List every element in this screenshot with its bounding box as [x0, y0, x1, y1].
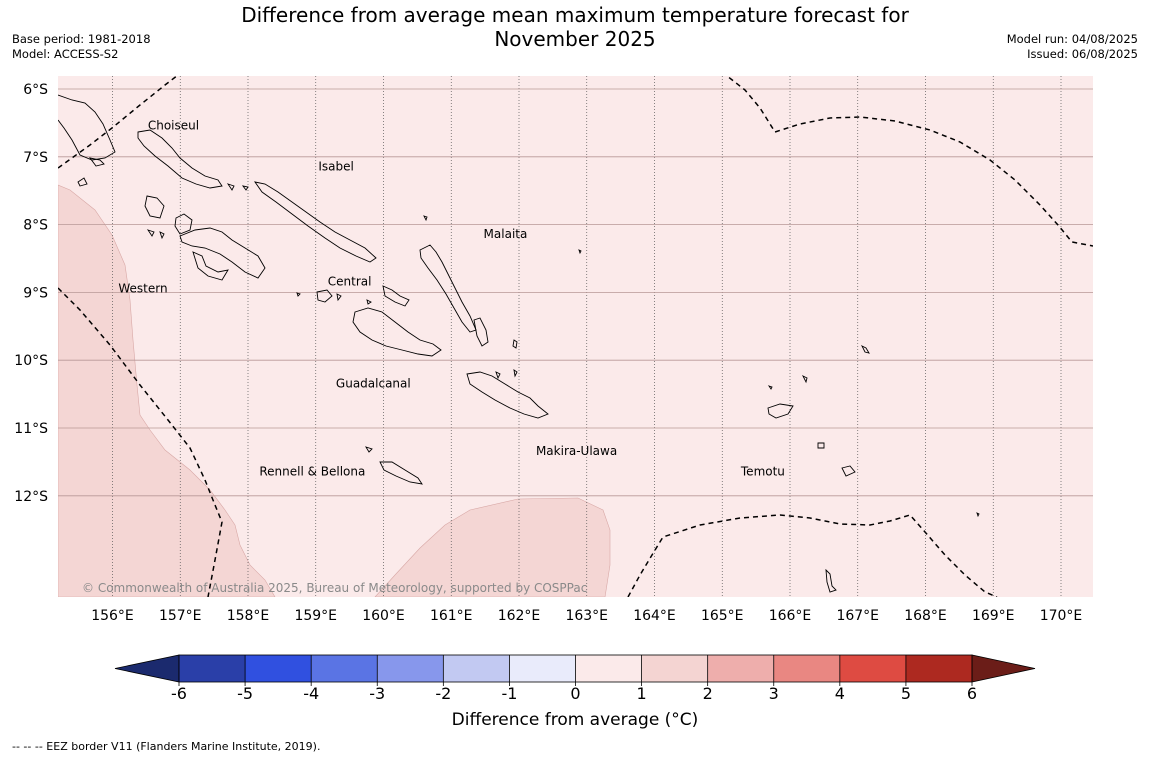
province-label: Rennell & Bellona: [259, 464, 365, 478]
lon-tick-label: 166°E: [769, 608, 812, 624]
province-labels: Choiseul Isabel Malaita Western Central Guada…: [118, 119, 785, 479]
colorbar-tick-label: -6: [171, 684, 187, 700]
lon-tick-label: 162°E: [498, 608, 541, 624]
province-label: Makira-Ulawa: [536, 444, 617, 458]
lon-tick-label: 159°E: [294, 608, 337, 624]
lon-tick-label: 164°E: [633, 608, 676, 624]
island-choiseul: [137, 129, 223, 189]
model-name: Model: ACCESS-S2: [12, 47, 119, 61]
colorbar-tick-label: 0: [570, 684, 580, 700]
forecast-map: Choiseul Isabel Malaita Western Central Guada…: [14, 76, 1093, 700]
colorbar-tick-label: 1: [636, 684, 646, 700]
lon-tick-label: 163°E: [565, 608, 608, 624]
island-santa-isabel: [253, 181, 377, 263]
island-santa-cruz: [767, 403, 794, 419]
island-florida: [316, 289, 333, 303]
colorbar-segment: [707, 655, 775, 682]
lon-tick-label: 156°E: [91, 608, 134, 624]
island-new-georgia: [144, 195, 165, 219]
province-label: Choiseul: [148, 119, 199, 133]
colorbar-extend-low: [114, 654, 180, 683]
map-title: Difference from average mean maximum tem…: [200, 3, 950, 51]
graticule: [58, 76, 1093, 597]
lon-tick-label: 170°E: [1040, 608, 1083, 624]
province-label: Temotu: [740, 464, 785, 478]
province-label: Western: [118, 281, 167, 295]
lon-tick-label: 158°E: [227, 608, 270, 624]
colorbar-tick-label: -2: [435, 684, 451, 700]
province-label: Isabel: [318, 159, 353, 173]
lon-tick-label: 160°E: [362, 608, 405, 624]
latitude-ticks: 6°S 7°S 8°S 9°S 10°S 11°S 12°S: [14, 82, 48, 505]
island-rennell: [379, 461, 423, 485]
colorbar-tick-label: -3: [369, 684, 385, 700]
title-line-1: Difference from average mean maximum tem…: [241, 3, 909, 27]
colorbar-segment: [641, 655, 709, 682]
island-bougainville: [58, 94, 116, 161]
meta-right: Model run: 04/08/2025 Issued: 06/08/2025: [1007, 32, 1138, 62]
colorbar-segment: [311, 655, 378, 682]
colorbar-segment: [905, 655, 973, 682]
lat-tick-label: 8°S: [23, 218, 48, 234]
lon-tick-label: 161°E: [430, 608, 473, 624]
province-label: Malaita: [484, 227, 528, 241]
lat-tick-label: 12°S: [14, 489, 48, 505]
lat-tick-label: 9°S: [23, 285, 48, 301]
colorbar-tick-label: -4: [303, 684, 319, 700]
meta-left: Base period: 1981-2018 Model: ACCESS-S2: [12, 32, 151, 62]
island-makira: [466, 371, 549, 419]
lat-tick-label: 10°S: [14, 353, 48, 369]
issued-date: Issued: 06/08/2025: [1027, 47, 1138, 61]
lat-tick-label: 11°S: [14, 421, 48, 437]
colorbar-segment: [443, 655, 510, 682]
lat-tick-label: 6°S: [23, 82, 48, 98]
lon-tick-label: 168°E: [904, 608, 947, 624]
colorbar: -6 -5 -4 -3 -2 -1 0 1 2 3 4 5 6: [114, 654, 1036, 700]
copyright-text: © Commonwealth of Australia 2025, Bureau…: [82, 581, 587, 595]
colorbar-segment: [839, 655, 907, 682]
warm-region-south: [374, 497, 611, 597]
lat-tick-label: 7°S: [23, 150, 48, 166]
colorbar-label: Difference from average (°C): [451, 710, 699, 730]
colorbar-tick-label: -1: [501, 684, 517, 700]
model-run: Model run: 04/08/2025: [1006, 32, 1138, 46]
lon-tick-label: 167°E: [836, 608, 879, 624]
province-label: Central: [328, 275, 372, 289]
lon-tick-label: 165°E: [701, 608, 744, 624]
lon-tick-label: 157°E: [159, 608, 202, 624]
title-line-2: November 2025: [494, 27, 656, 51]
colorbar-segment: [509, 655, 576, 682]
colorbar-tick-label: 3: [769, 684, 779, 700]
base-period: Base period: 1981-2018: [12, 32, 151, 46]
colorbar-tick-label: -5: [237, 684, 253, 700]
eez-note: -- -- -- EEZ border V11 (Flanders Marine…: [12, 740, 321, 753]
longitude-ticks: 156°E 157°E 158°E 159°E 160°E 161°E 162°E 163°E…: [91, 608, 1082, 624]
colorbar-tick-label: 4: [835, 684, 845, 700]
colorbar-tick-label: 5: [901, 684, 911, 700]
colorbar-segment: [575, 655, 643, 682]
lon-tick-label: 169°E: [972, 608, 1015, 624]
province-label: Guadalcanal: [336, 376, 411, 390]
colorbar-segment: [179, 655, 246, 682]
island-guadalcanal: [352, 307, 442, 357]
colorbar-tick-label: 2: [703, 684, 713, 700]
colorbar-segment: [245, 655, 312, 682]
colorbar-segment: [377, 655, 444, 682]
colorbar-extend-high: [971, 654, 1036, 683]
eez-borders: [58, 76, 1093, 597]
colorbar-segment: [773, 655, 841, 682]
colorbar-tick-label: 6: [967, 684, 977, 700]
islands: [58, 94, 980, 593]
